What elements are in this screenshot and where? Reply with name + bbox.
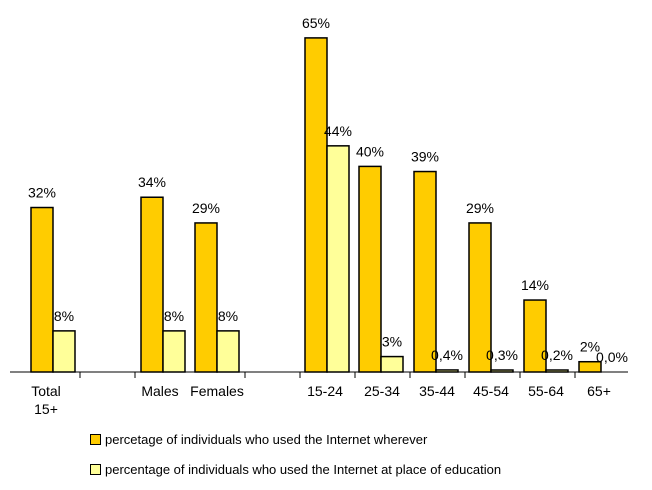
legend-swatch-education <box>90 463 101 475</box>
data-label-series1-0: 32% <box>28 185 56 201</box>
bar-series1-8 <box>578 360 602 373</box>
legend-item-wherever: percetage of individuals who used the In… <box>90 430 501 448</box>
bar-series2-2 <box>216 330 240 373</box>
bar-series1-6 <box>468 222 492 373</box>
bar-series2-0 <box>52 330 76 373</box>
data-label-series1-5: 39% <box>411 149 439 165</box>
data-label-series2-2: 8% <box>218 308 238 324</box>
bar-series1-2 <box>194 222 218 373</box>
category-label-4: 25-34 <box>364 383 400 399</box>
data-label-series2-6: 0,3% <box>486 347 518 363</box>
category-label-6: 45-54 <box>473 383 509 399</box>
value-labels: 32% 34% 29% 65% 40% 39% 29% 14% 2% 8% 8% 8% 44% 3% 0,4… <box>28 15 628 365</box>
data-label-series2-3: 44% <box>324 123 352 139</box>
legend: percetage of individuals who used the In… <box>90 430 501 490</box>
bar-series1-1 <box>140 196 164 373</box>
bar-series1-4 <box>358 165 382 373</box>
data-label-series2-4: 3% <box>382 334 402 350</box>
data-label-series1-2: 29% <box>192 200 220 216</box>
bar-series2-4 <box>380 355 404 373</box>
bar-series1-5 <box>413 170 437 373</box>
bar-series2-3 <box>326 145 350 373</box>
bar-series1-0 <box>30 206 54 373</box>
legend-label-education: percentage of individuals who used the I… <box>105 461 502 477</box>
data-label-series2-7: 0,2% <box>541 347 573 363</box>
bars <box>30 37 602 373</box>
data-label-series1-1: 34% <box>138 174 166 190</box>
category-label-8: 65+ <box>587 383 611 399</box>
bar-series1-3 <box>304 37 328 373</box>
category-label-3: 15-24 <box>307 383 343 399</box>
bar-series2-6 <box>490 369 514 373</box>
x-axis-ticks <box>79 372 576 378</box>
legend-label-wherever: percetage of individuals who used the In… <box>105 431 428 447</box>
data-label-series2-8: 0,0% <box>596 349 628 365</box>
data-label-series2-5: 0,4% <box>431 347 463 363</box>
data-label-series1-7: 14% <box>521 277 549 293</box>
data-label-series2-0: 8% <box>54 308 74 324</box>
bar-series2-7 <box>545 369 569 373</box>
category-label-5: 35-44 <box>419 383 455 399</box>
legend-swatch-wherever <box>90 433 101 445</box>
bar-series2-5 <box>435 369 459 373</box>
legend-item-education: percentage of individuals who used the I… <box>90 460 501 478</box>
category-label-2: Females <box>190 383 244 399</box>
data-label-series2-1: 8% <box>164 308 184 324</box>
category-label-0: Total 15+ <box>31 383 61 417</box>
data-label-series1-6: 29% <box>466 200 494 216</box>
category-label-1: Males <box>141 383 178 399</box>
data-label-series1-8: 2% <box>580 339 600 355</box>
category-label-7: 55-64 <box>528 383 564 399</box>
bar-series1-7 <box>523 299 547 373</box>
data-label-series1-4: 40% <box>356 143 384 159</box>
data-label-series1-3: 65% <box>302 15 330 31</box>
category-labels: Total 15+ Males Females 15-24 25-34 35-44 45-54… <box>31 383 611 417</box>
bar-series2-1 <box>162 330 186 373</box>
